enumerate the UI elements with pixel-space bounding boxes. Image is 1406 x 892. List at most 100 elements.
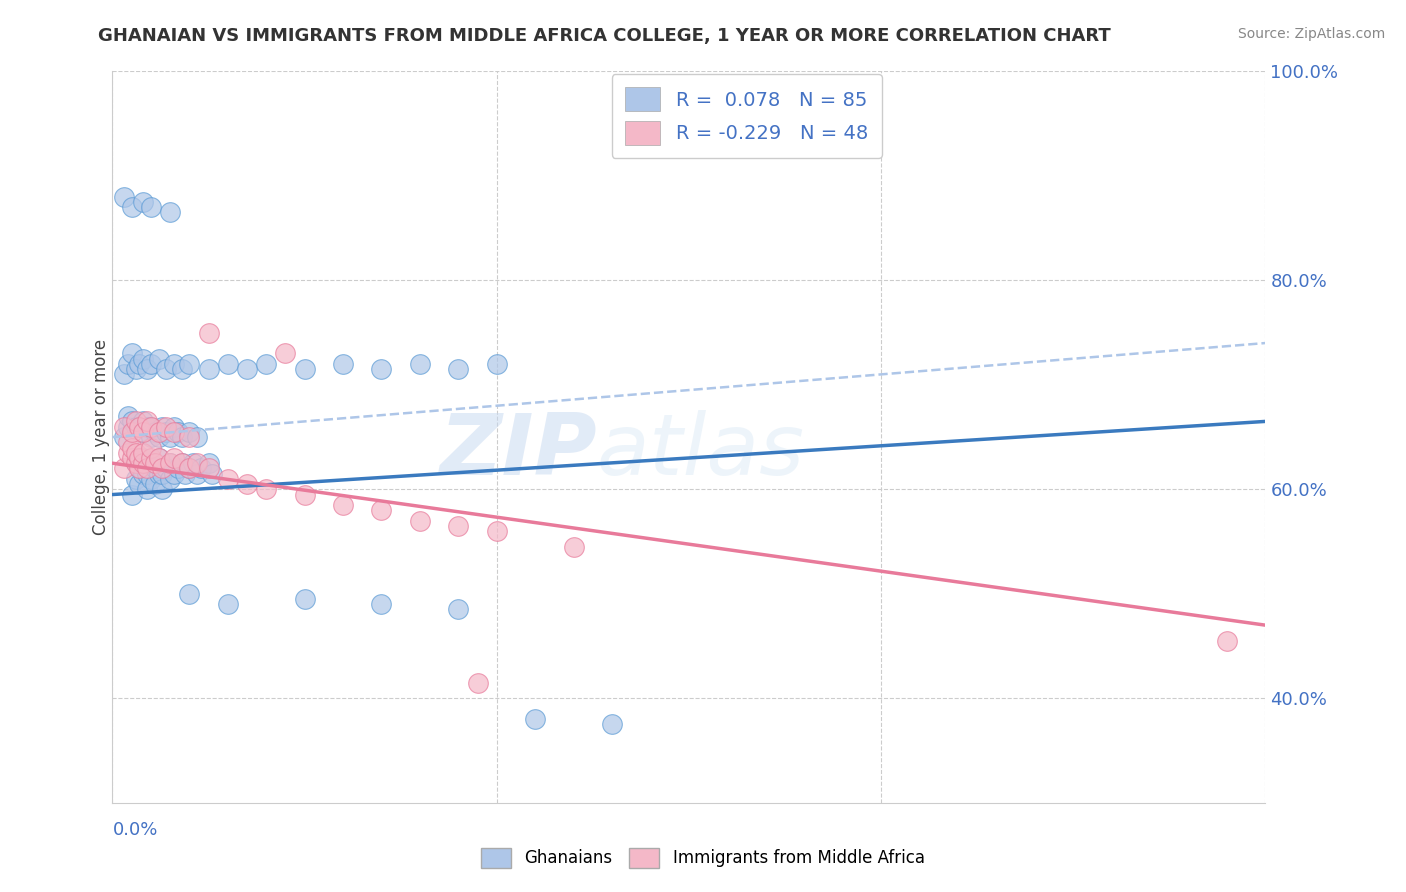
- Point: [186, 430, 208, 444]
- Point: [332, 357, 354, 371]
- Point: [121, 487, 143, 501]
- Point: [155, 419, 177, 434]
- Point: [159, 430, 181, 444]
- Point: [170, 362, 193, 376]
- Point: [136, 461, 159, 475]
- Point: [163, 357, 186, 371]
- Point: [121, 414, 143, 428]
- Text: 0.0%: 0.0%: [112, 821, 157, 839]
- Point: [179, 461, 201, 475]
- Point: [190, 461, 212, 475]
- Point: [124, 456, 146, 470]
- Point: [447, 362, 470, 376]
- Point: [117, 446, 139, 460]
- Point: [197, 456, 219, 470]
- Point: [139, 450, 162, 465]
- Point: [174, 467, 197, 481]
- Point: [159, 456, 181, 470]
- Point: [155, 425, 177, 439]
- Point: [132, 450, 155, 465]
- Point: [132, 446, 155, 460]
- Point: [136, 419, 159, 434]
- Point: [136, 467, 159, 481]
- Point: [294, 487, 316, 501]
- Point: [128, 419, 150, 434]
- Point: [124, 414, 146, 428]
- Point: [163, 450, 186, 465]
- Point: [139, 441, 162, 455]
- Point: [128, 450, 150, 465]
- Point: [112, 419, 135, 434]
- Point: [121, 346, 143, 360]
- Point: [166, 461, 188, 475]
- Point: [217, 597, 239, 611]
- Point: [117, 409, 139, 424]
- Point: [128, 477, 150, 491]
- Point: [139, 200, 162, 214]
- Point: [148, 351, 170, 366]
- Point: [143, 461, 166, 475]
- Point: [155, 461, 177, 475]
- Point: [370, 503, 392, 517]
- Point: [121, 200, 143, 214]
- Point: [447, 519, 470, 533]
- Point: [152, 467, 174, 481]
- Text: atlas: atlas: [596, 410, 804, 493]
- Point: [139, 357, 162, 371]
- Point: [163, 419, 186, 434]
- Point: [132, 467, 155, 481]
- Point: [1216, 633, 1239, 648]
- Point: [181, 456, 204, 470]
- Point: [155, 362, 177, 376]
- Point: [159, 205, 181, 219]
- Point: [132, 194, 155, 209]
- Point: [197, 326, 219, 340]
- Point: [139, 419, 162, 434]
- Point: [148, 425, 170, 439]
- Point: [124, 419, 146, 434]
- Point: [136, 362, 159, 376]
- Point: [117, 419, 139, 434]
- Point: [128, 425, 150, 439]
- Point: [197, 461, 219, 475]
- Point: [294, 592, 316, 607]
- Point: [139, 472, 162, 486]
- Point: [179, 425, 201, 439]
- Point: [179, 430, 201, 444]
- Point: [148, 430, 170, 444]
- Point: [117, 435, 139, 450]
- Point: [128, 461, 150, 475]
- Point: [124, 456, 146, 470]
- Point: [179, 357, 201, 371]
- Point: [128, 461, 150, 475]
- Point: [159, 472, 181, 486]
- Point: [159, 456, 181, 470]
- Point: [163, 467, 186, 481]
- Point: [170, 430, 193, 444]
- Legend: Ghanaians, Immigrants from Middle Africa: Ghanaians, Immigrants from Middle Africa: [475, 841, 931, 875]
- Point: [148, 450, 170, 465]
- Point: [370, 362, 392, 376]
- Legend: R =  0.078   N = 85, R = -0.229   N = 48: R = 0.078 N = 85, R = -0.229 N = 48: [612, 74, 882, 158]
- Point: [143, 425, 166, 439]
- Point: [112, 461, 135, 475]
- Point: [170, 456, 193, 470]
- Point: [524, 712, 547, 726]
- Point: [600, 717, 623, 731]
- Point: [148, 450, 170, 465]
- Point: [370, 597, 392, 611]
- Point: [132, 414, 155, 428]
- Point: [152, 419, 174, 434]
- Point: [294, 362, 316, 376]
- Point: [201, 467, 224, 481]
- Point: [179, 587, 201, 601]
- Point: [254, 357, 277, 371]
- Point: [148, 467, 170, 481]
- Point: [485, 357, 508, 371]
- Point: [128, 357, 150, 371]
- Point: [152, 483, 174, 497]
- Point: [170, 456, 193, 470]
- Point: [136, 414, 159, 428]
- Point: [163, 425, 186, 439]
- Text: ZIP: ZIP: [439, 410, 596, 493]
